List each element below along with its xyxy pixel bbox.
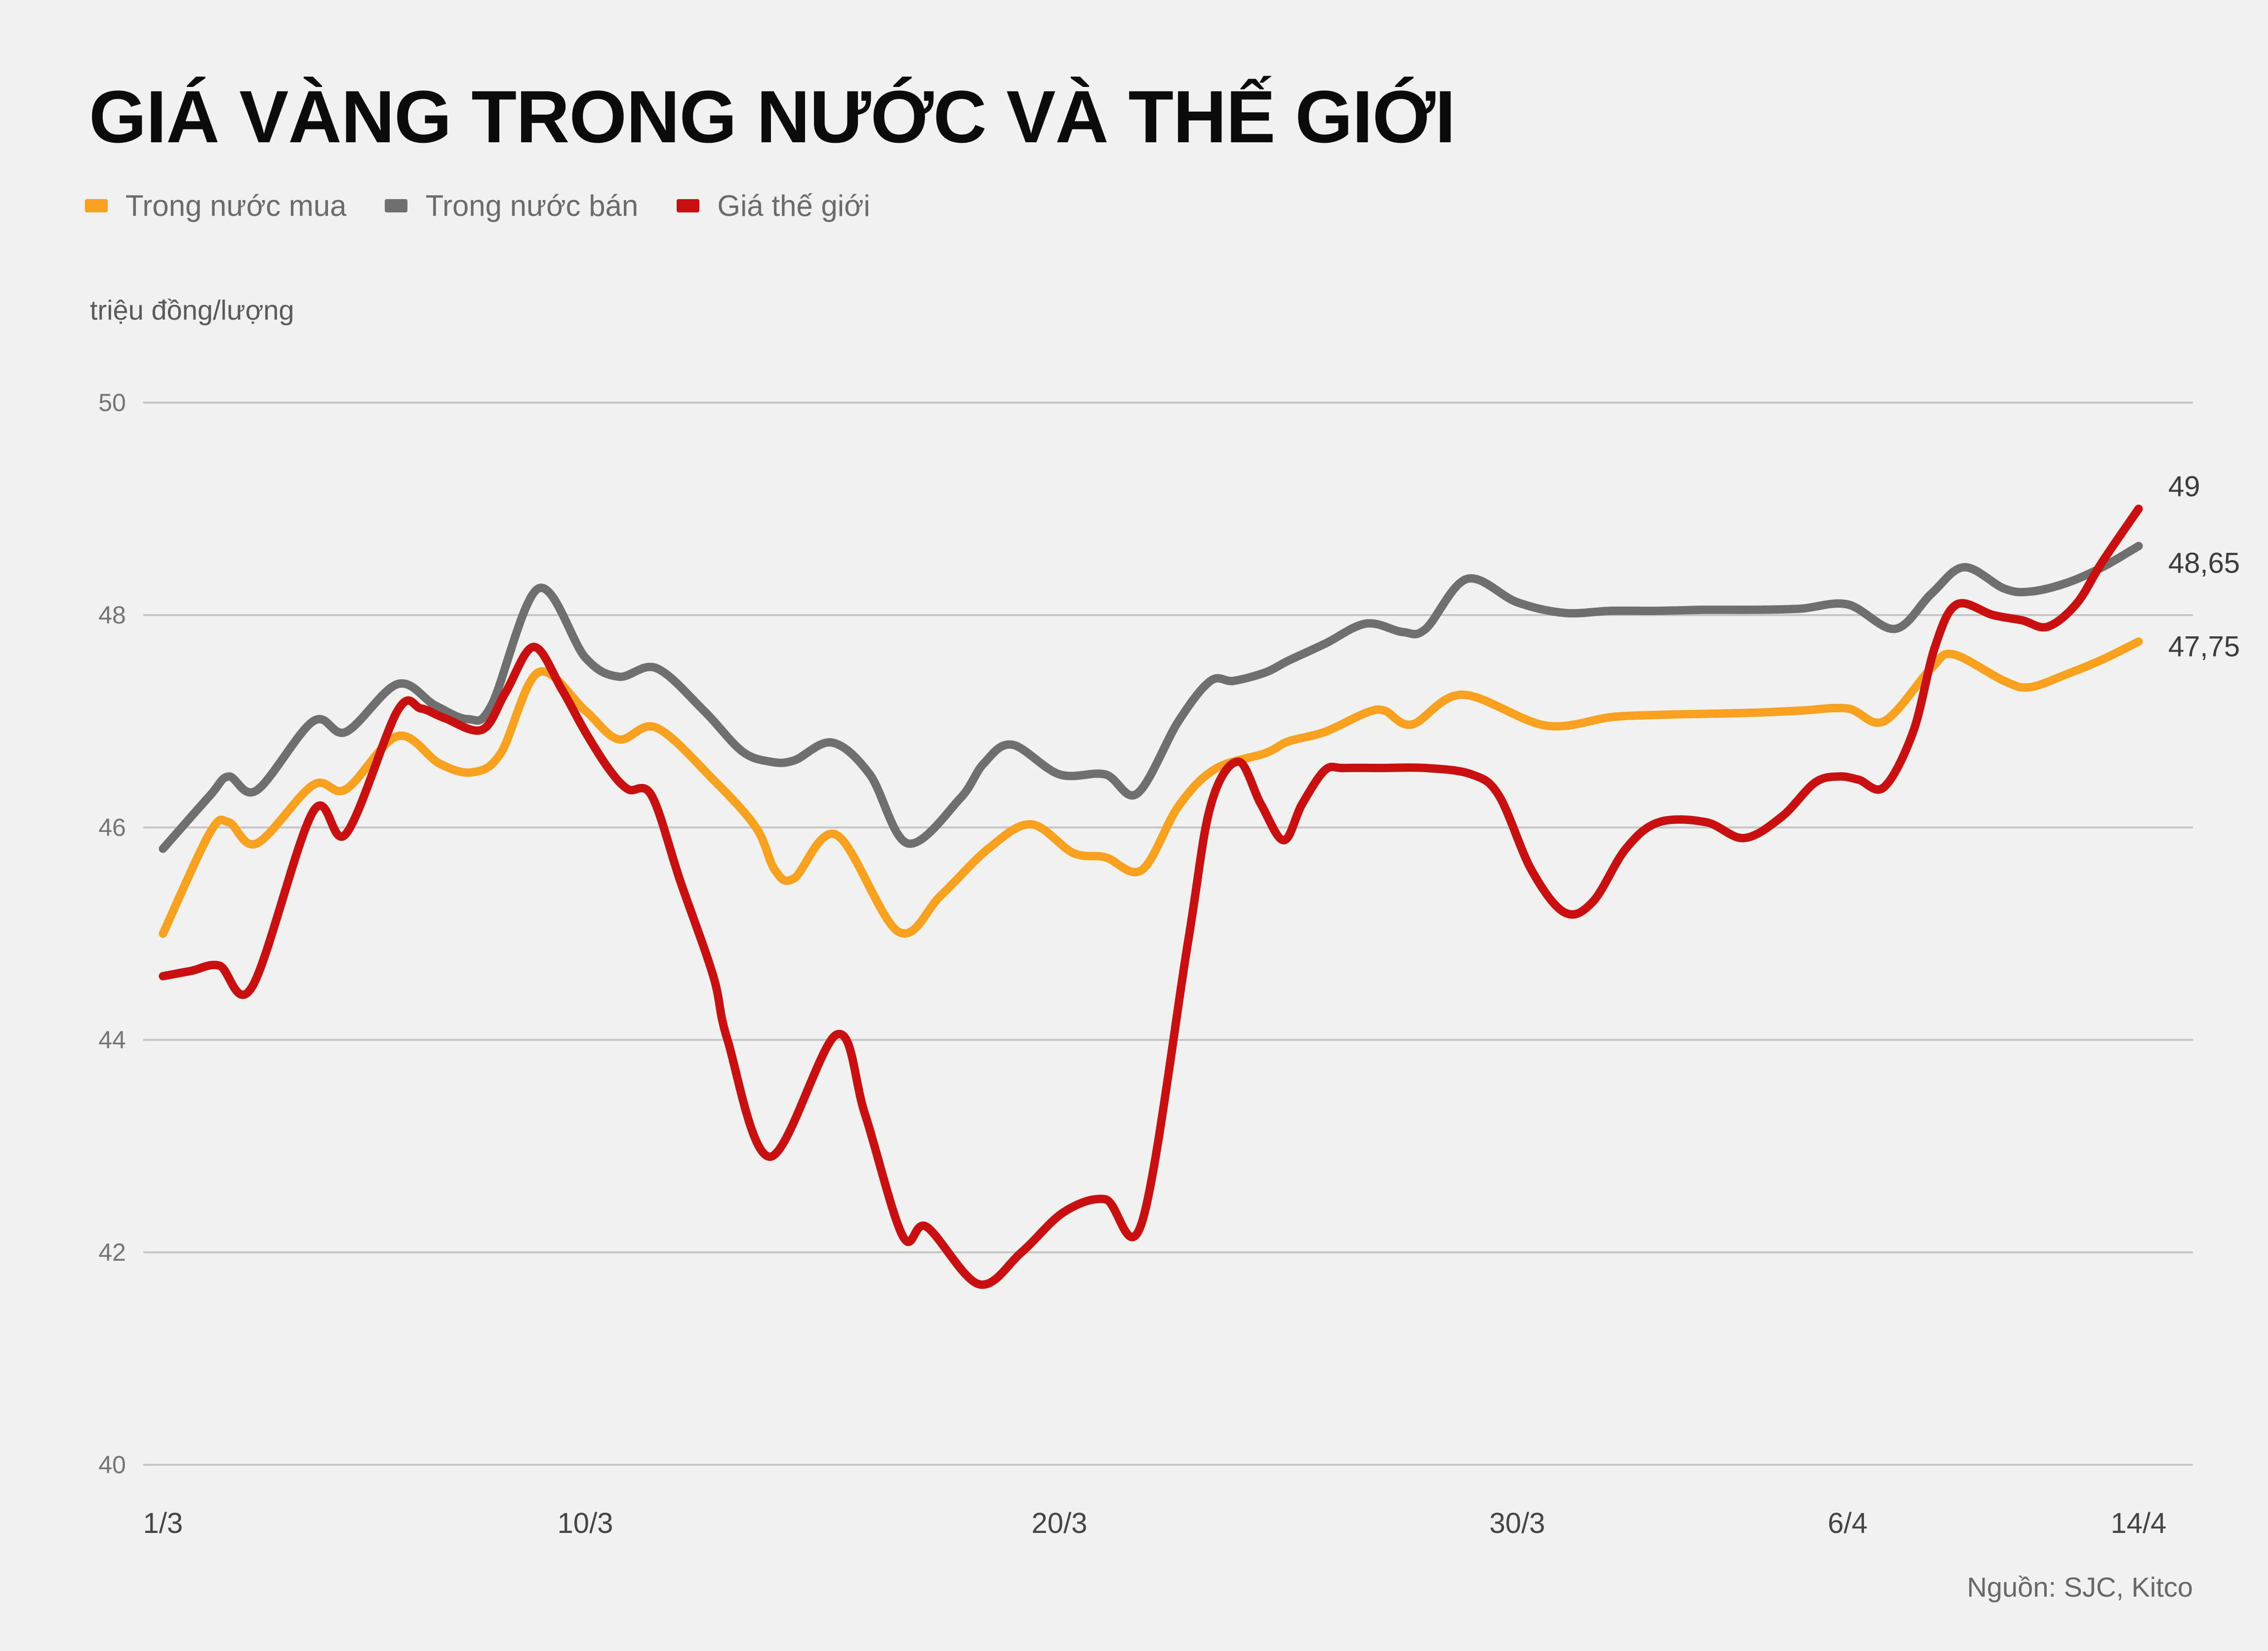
legend-item-trong-nuoc-mua: Trong nước mua (85, 189, 346, 223)
legend-label: Trong nước mua (125, 189, 347, 222)
source-attribution: Nguồn: SJC, Kitco (1967, 1571, 2193, 1603)
page-title: GIÁ VÀNG TRONG NƯỚC VÀ THẾ GIỚI (89, 75, 1456, 158)
legend: Trong nước mua Trong nước bán Giá thế gi… (85, 189, 870, 223)
y-tick-label-48: 48 (98, 601, 126, 629)
legend-item-gia-the-gioi: Giá thế giới (677, 189, 870, 223)
series-line-trong-nuoc-ban[interactable] (159, 541, 2143, 853)
y-tick-label-44: 44 (98, 1026, 126, 1054)
end-label-trong-nuoc-mua: 47,75 (2168, 630, 2240, 663)
legend-swatch-gray-icon (385, 199, 408, 212)
x-tick-label-20-3: 20/3 (1031, 1507, 1088, 1539)
x-tick-label-30-3: 30/3 (1489, 1507, 1545, 1539)
legend-label: Trong nước bán (425, 189, 639, 222)
y-tick-label-46: 46 (98, 814, 126, 841)
x-tick-label-1-3: 1/3 (143, 1507, 183, 1539)
series-line-trong-nuoc-mua[interactable] (159, 637, 2143, 938)
y-tick-label-42: 42 (98, 1238, 126, 1266)
legend-swatch-red-icon (677, 199, 700, 212)
legend-swatch-orange-icon (85, 199, 108, 212)
y-axis-unit-label: triệu đồng/lượng (90, 294, 294, 326)
end-label-gia-the-gioi: 49 (2168, 470, 2200, 503)
x-tick-label-14-4: 14/4 (2110, 1507, 2167, 1539)
y-tick-label-40: 40 (98, 1451, 126, 1479)
y-tick-label-50: 50 (98, 389, 126, 416)
series-line-gia-the-gioi[interactable] (159, 504, 2143, 1289)
legend-item-trong-nuoc-ban: Trong nước bán (385, 189, 638, 223)
end-label-trong-nuoc-ban: 48,65 (2168, 547, 2240, 579)
legend-label: Giá thế giới (717, 189, 870, 222)
x-tick-label-6-4: 6/4 (1827, 1507, 1868, 1539)
x-tick-label-10-3: 10/3 (557, 1507, 613, 1539)
